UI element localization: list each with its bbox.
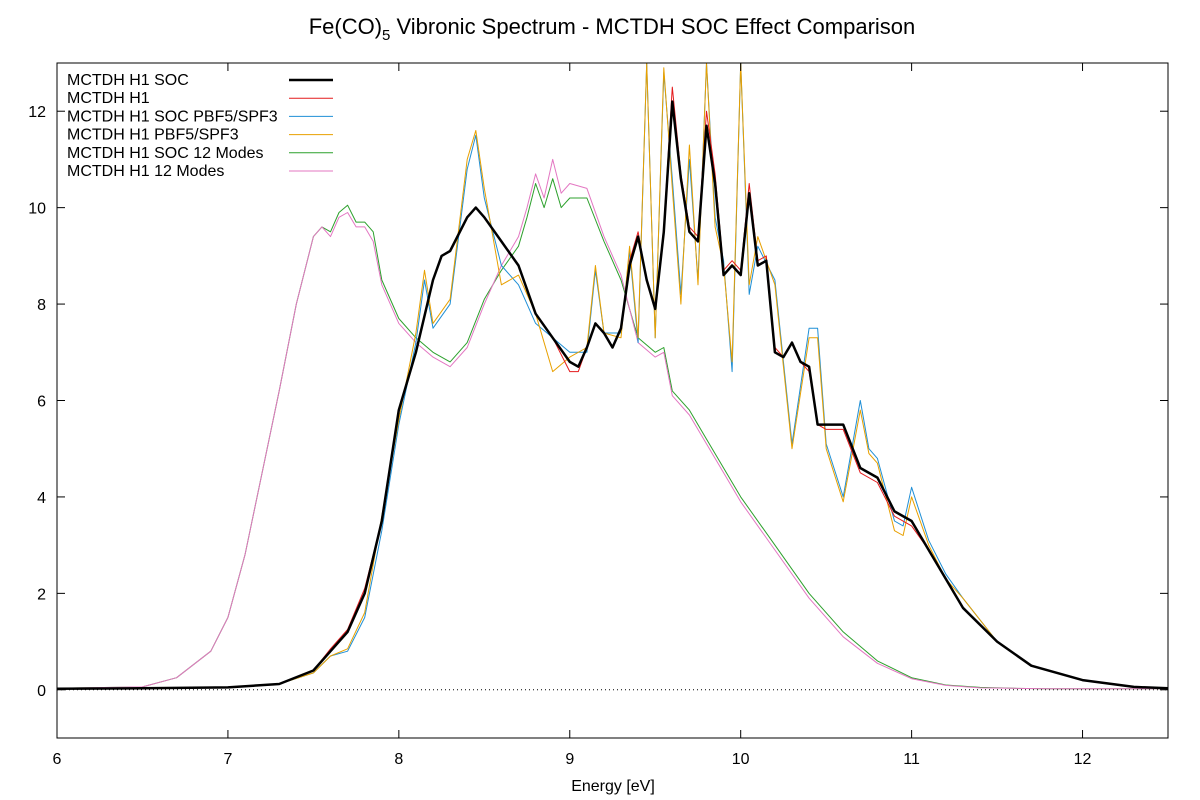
- x-tick-label: 12: [1074, 751, 1092, 768]
- y-tick-label: 0: [37, 683, 46, 700]
- x-tick-label: 6: [53, 751, 62, 768]
- x-tick-label: 7: [223, 751, 232, 768]
- legend-label: MCTDH H1 SOC: [67, 72, 189, 89]
- y-tick-label: 10: [28, 201, 46, 218]
- chart-title-rest: Vibronic Spectrum - MCTDH SOC Effect Com…: [390, 14, 915, 39]
- x-tick-label: 9: [565, 751, 574, 768]
- y-tick-label: 8: [37, 297, 46, 314]
- legend-label: MCTDH H1 SOC 12 Modes: [67, 145, 264, 162]
- series-layer: [57, 63, 1168, 691]
- tick-layer: 6 7 8 9 10 11 12 0 2 4 6 8 10 12: [28, 63, 1168, 768]
- x-tick-label: 8: [394, 751, 403, 768]
- chart-title: Fe(CO)5 Vibronic Spectrum - MCTDH SOC Ef…: [309, 14, 916, 44]
- legend-label: MCTDH H1 PBF5/SPF3: [67, 127, 239, 144]
- x-tick-label: 10: [732, 751, 750, 768]
- y-tick-label: 12: [28, 104, 46, 121]
- y-tick-label: 2: [37, 586, 46, 603]
- series-line-4: [57, 63, 1168, 690]
- legend-label: MCTDH H1 12 Modes: [67, 163, 224, 180]
- legend-label: MCTDH H1 SOC PBF5/SPF3: [67, 108, 278, 125]
- legend-label: MCTDH H1: [67, 90, 150, 107]
- x-axis-label: Energy [eV]: [571, 778, 655, 795]
- x-tick-label: 11: [903, 751, 920, 768]
- chart-title-main: Fe(CO): [309, 14, 382, 39]
- series-line-6: [57, 158, 1168, 690]
- series-line-1: [57, 100, 1168, 691]
- chart-title-subscript: 5: [382, 27, 390, 44]
- y-tick-label: 4: [37, 490, 46, 507]
- y-tick-label: 6: [37, 394, 46, 411]
